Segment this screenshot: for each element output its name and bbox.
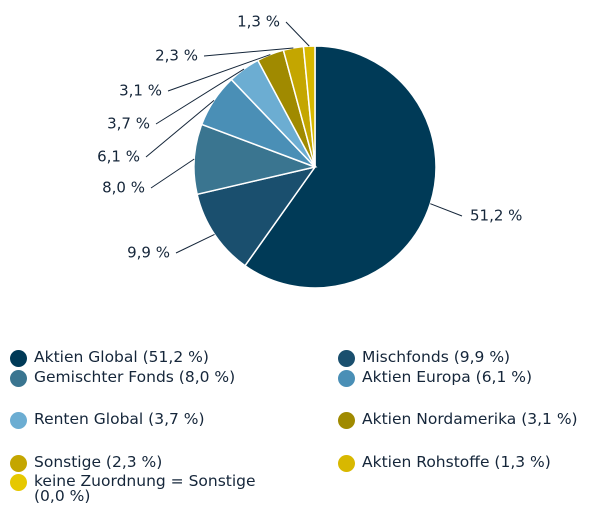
- legend-label: Renten Global (3,7 %): [34, 410, 205, 428]
- legend-item: keine Zuordnung = Sonstige (0,0 %): [10, 472, 279, 505]
- legend-item: Gemischter Fonds (8,0 %): [10, 368, 279, 387]
- legend-swatch: [338, 455, 355, 472]
- value-label: 1,3 %: [237, 13, 280, 31]
- legend-item: Aktien Rohstoffe (1,3 %): [338, 453, 599, 472]
- legend-label: Sonstige (2,3 %): [34, 453, 163, 471]
- legend-label: Aktien Nordamerika (3,1 %): [362, 410, 578, 428]
- leader-line: [285, 21, 310, 47]
- value-label: 9,9 %: [127, 244, 170, 262]
- leader-line: [430, 203, 463, 217]
- legend-label: Aktien Europa (6,1 %): [362, 368, 533, 386]
- legend-item: Mischfonds (9,9 %): [338, 348, 599, 367]
- legend-item: Aktien Europa (6,1 %): [338, 368, 599, 387]
- legend-label: Aktien Rohstoffe (1,3 %): [362, 453, 551, 471]
- chart: 51,2 % 9,9 % 8,0 % 6,1 % 3,7 % 3,1 % 2,3 % 1,3 …: [97, 13, 522, 289]
- legend-label: Gemischter Fonds (8,0 %): [34, 368, 236, 386]
- legend-swatch: [10, 412, 27, 429]
- value-label: 8,0 %: [102, 179, 145, 197]
- legend-item: Aktien Nordamerika (3,1 %): [338, 410, 599, 429]
- legend-label: keine Zuordnung = Sonstige (0,0 %): [34, 472, 256, 505]
- pie-slice: [196, 165, 317, 267]
- leader-line: [155, 68, 245, 125]
- value-label: 3,1 %: [119, 82, 162, 100]
- leader-line: [167, 54, 271, 92]
- value-label: 3,7 %: [107, 115, 150, 133]
- legend-swatch: [10, 370, 27, 387]
- legend-swatch: [338, 350, 355, 367]
- legend-label: Aktien Global (51,2 %): [34, 348, 209, 366]
- legend-label: Mischfonds (9,9 %): [362, 348, 511, 366]
- leader-line: [150, 158, 195, 189]
- legend-swatch: [10, 474, 27, 491]
- legend-item: Aktien Global (51,2 %): [10, 348, 279, 367]
- legend-swatch: [10, 350, 27, 367]
- legend-item: Renten Global (3,7 %): [10, 410, 279, 429]
- value-label: 51,2 %: [470, 207, 522, 225]
- value-label: 6,1 %: [97, 148, 140, 166]
- leader-line: [203, 47, 294, 57]
- leader-line: [145, 99, 215, 158]
- legend-item: Sonstige (2,3 %): [10, 453, 279, 472]
- legend-swatch: [338, 412, 355, 429]
- pie-slice: [243, 45, 437, 289]
- leader-line: [175, 233, 215, 254]
- legend-swatch: [338, 370, 355, 387]
- value-label: 2,3 %: [155, 47, 198, 65]
- legend-swatch: [10, 455, 27, 472]
